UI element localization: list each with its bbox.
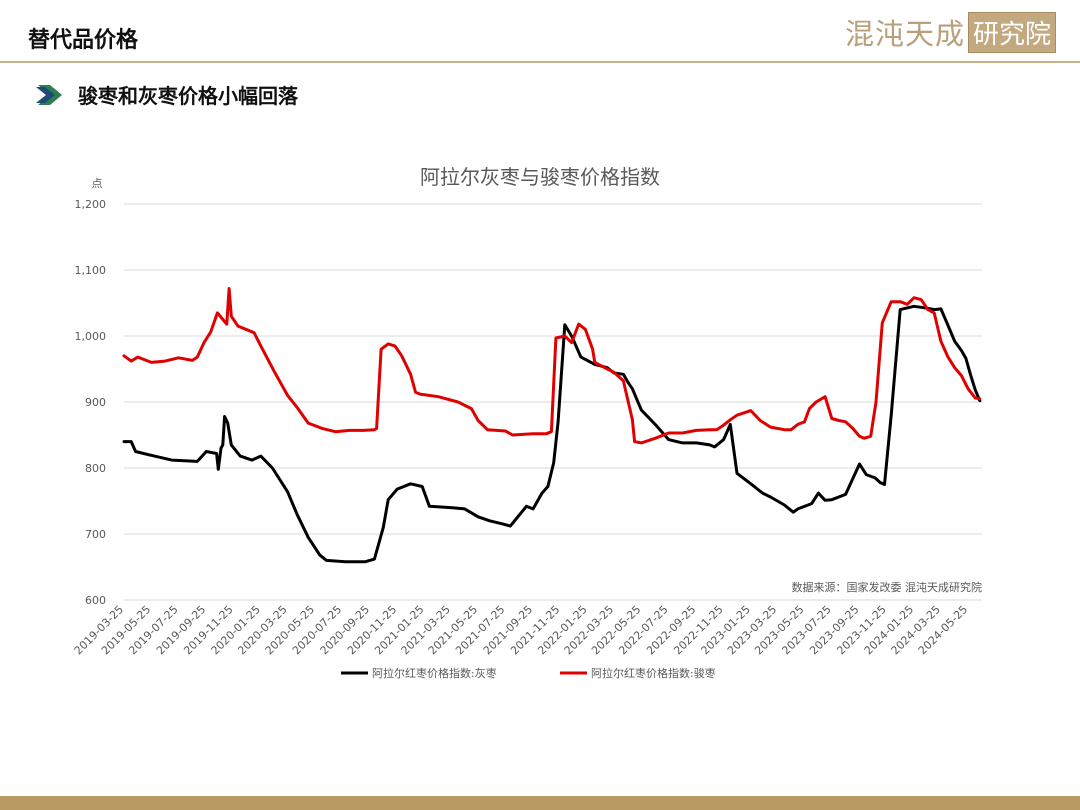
y-tick-label: 800 <box>85 462 106 475</box>
legend: 阿拉尔红枣价格指数:灰枣 阿拉尔红枣价格指数:骏枣 <box>341 666 716 680</box>
y-tick-label: 1,200 <box>75 198 107 211</box>
y-tick-label: 600 <box>85 594 106 607</box>
y-tick-label: 900 <box>85 396 106 409</box>
logo-text: 混沌天成 <box>845 17 966 51</box>
series-line-grey-jujube <box>122 304 982 564</box>
source-note: 数据来源：国家发改委 混沌天成研究院 <box>792 580 983 594</box>
y-tick-labels: 600 700 800 900 1,000 1,100 1,200 <box>75 198 107 607</box>
legend-label-junzao: 阿拉尔红枣价格指数:骏枣 <box>591 666 716 680</box>
section-subtitle: 骏枣和灰枣价格小幅回落 <box>36 80 298 109</box>
x-tick-labels: 2019-03-252019-05-252019-07-252019-09-25… <box>72 603 971 657</box>
line-chart: 阿拉尔灰枣与骏枣价格指数 点 600 700 800 900 1,000 1,100 1,2… <box>72 165 983 680</box>
page-title: 替代品价格 <box>28 28 139 53</box>
y-tick-label: 1,100 <box>75 264 107 277</box>
legend-label-grey: 阿拉尔红枣价格指数:灰枣 <box>372 666 497 680</box>
chart-title: 阿拉尔灰枣与骏枣价格指数 <box>420 165 660 189</box>
y-tick-label: 1,000 <box>75 330 107 343</box>
chevron-right-icon <box>36 84 62 105</box>
y-tick-label: 700 <box>85 528 106 541</box>
subtitle-text: 骏枣和灰枣价格小幅回落 <box>78 84 298 108</box>
footer-bar <box>0 796 1080 810</box>
brand-logo: 混沌天成 研究院 <box>845 11 1057 53</box>
series-line-junzao <box>122 287 982 445</box>
logo-box: 研究院 <box>968 11 1057 53</box>
y-axis-unit: 点 <box>92 177 103 190</box>
series-lines <box>122 287 982 564</box>
header-divider <box>0 61 1080 63</box>
